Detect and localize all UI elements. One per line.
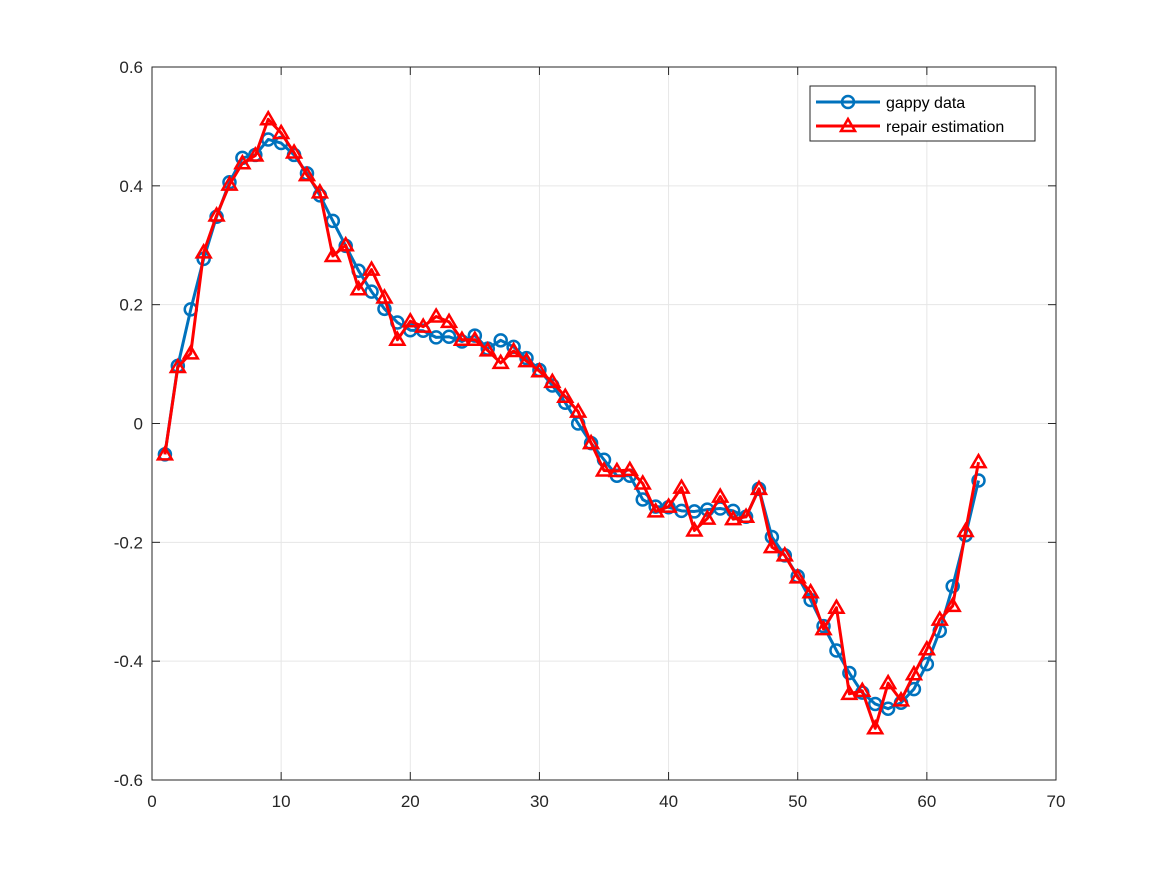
x-tick-label: 30 [530, 792, 549, 811]
x-tick-label: 70 [1047, 792, 1066, 811]
data-point-repair-estimation [556, 387, 575, 404]
data-point-repair-estimation [259, 109, 278, 126]
data-point-repair-estimation [543, 372, 562, 389]
series-line-repair-estimation [163, 117, 980, 730]
data-point-repair-estimation [827, 598, 846, 614]
x-tick-label: 60 [917, 792, 936, 811]
data-point-gappy-data [971, 473, 986, 488]
x-tick-label: 0 [147, 792, 156, 811]
data-point-repair-estimation [581, 433, 601, 450]
data-point-repair-estimation [633, 474, 652, 490]
data-point-repair-estimation [452, 330, 472, 346]
data-point-repair-estimation [969, 452, 988, 469]
data-point-repair-estimation [672, 478, 691, 494]
data-point-repair-estimation [297, 165, 317, 182]
data-point-repair-estimation [517, 351, 536, 368]
data-point-repair-estimation [840, 684, 859, 701]
data-point-repair-estimation [220, 175, 239, 191]
data-point-repair-estimation [465, 330, 485, 346]
y-tick-label: 0 [134, 415, 143, 434]
data-point-repair-estimation [310, 182, 330, 199]
data-point-repair-estimation [362, 260, 381, 276]
data-point-repair-estimation [891, 690, 911, 707]
y-tick-label: 0.2 [119, 296, 143, 315]
data-point-repair-estimation [401, 311, 420, 328]
data-point-repair-estimation [568, 402, 588, 418]
data-point-repair-estimation [788, 567, 807, 584]
data-point-repair-estimation [349, 279, 368, 296]
data-point-repair-estimation [930, 610, 949, 626]
data-point-repair-estimation [375, 288, 394, 304]
data-point-gappy-data [441, 329, 457, 345]
data-point-repair-estimation [336, 235, 355, 252]
data-point-repair-estimation [723, 509, 743, 526]
data-point-repair-estimation [323, 246, 342, 263]
data-point-repair-estimation [388, 330, 407, 346]
data-point-gappy-data [945, 579, 960, 594]
x-tick-label: 20 [401, 792, 420, 811]
legend-marker-gappy-data [840, 94, 856, 110]
data-point-repair-estimation [246, 146, 265, 162]
series-layer [155, 109, 988, 735]
data-point-repair-estimation [504, 341, 523, 358]
data-point-repair-estimation [155, 444, 175, 461]
data-point-repair-estimation [233, 153, 252, 170]
x-tick-label: 10 [272, 792, 291, 811]
data-point-repair-estimation [866, 718, 885, 735]
data-point-repair-estimation [607, 461, 627, 478]
data-point-repair-estimation [181, 343, 200, 360]
data-point-repair-estimation [685, 520, 704, 537]
data-point-repair-estimation [762, 537, 782, 554]
y-tick-label: 0.6 [119, 58, 143, 77]
data-point-repair-estimation [168, 357, 188, 374]
data-point-repair-estimation [414, 317, 433, 333]
data-point-gappy-data [842, 665, 857, 681]
x-tick-label: 40 [659, 792, 678, 811]
data-point-repair-estimation [698, 509, 717, 525]
data-point-repair-estimation [801, 582, 820, 599]
data-point-repair-estimation [646, 501, 665, 518]
data-point-gappy-data [493, 333, 508, 348]
data-point-repair-estimation [878, 673, 898, 690]
data-point-repair-estimation [194, 242, 213, 259]
data-point-repair-estimation [956, 521, 975, 538]
data-point-repair-estimation [491, 353, 510, 370]
legend: gappy data repair estimation [809, 85, 1036, 142]
axis-ticks [151, 66, 1057, 781]
axis-tick-labels: 0 10 20 30 40 50 60 70 -0.6 -0.4 -0.2 0 0.2 0.4 0.6 [114, 58, 1066, 811]
y-tick-label: -0.2 [114, 533, 143, 552]
y-tick-label: 0.4 [119, 177, 143, 196]
legend-label-repair-estimation: repair estimation [886, 119, 1004, 136]
data-point-repair-estimation [749, 479, 769, 496]
data-point-repair-estimation [439, 312, 459, 329]
data-point-repair-estimation [775, 545, 794, 562]
legend-marker-repair-estimation [838, 116, 858, 133]
data-point-repair-estimation [904, 664, 924, 681]
data-point-repair-estimation [284, 143, 304, 159]
data-point-repair-estimation [594, 460, 614, 477]
x-tick-label: 50 [788, 792, 807, 811]
y-tick-label: -0.6 [114, 771, 143, 790]
data-point-repair-estimation [478, 340, 497, 357]
data-point-repair-estimation [659, 497, 678, 513]
data-point-repair-estimation [943, 596, 962, 613]
data-point-repair-estimation [711, 487, 730, 503]
y-tick-label: -0.4 [114, 652, 143, 671]
data-point-repair-estimation [620, 460, 640, 477]
data-point-repair-estimation [853, 681, 872, 698]
data-point-repair-estimation [426, 307, 446, 323]
data-point-repair-estimation [530, 361, 549, 378]
data-point-repair-estimation [271, 123, 291, 140]
grid-lines [152, 67, 1056, 780]
data-point-repair-estimation [814, 619, 833, 636]
legend-label-gappy-data: gappy data [886, 95, 965, 112]
data-point-repair-estimation [917, 639, 937, 656]
data-point-repair-estimation [736, 507, 756, 524]
data-point-repair-estimation [207, 206, 226, 222]
